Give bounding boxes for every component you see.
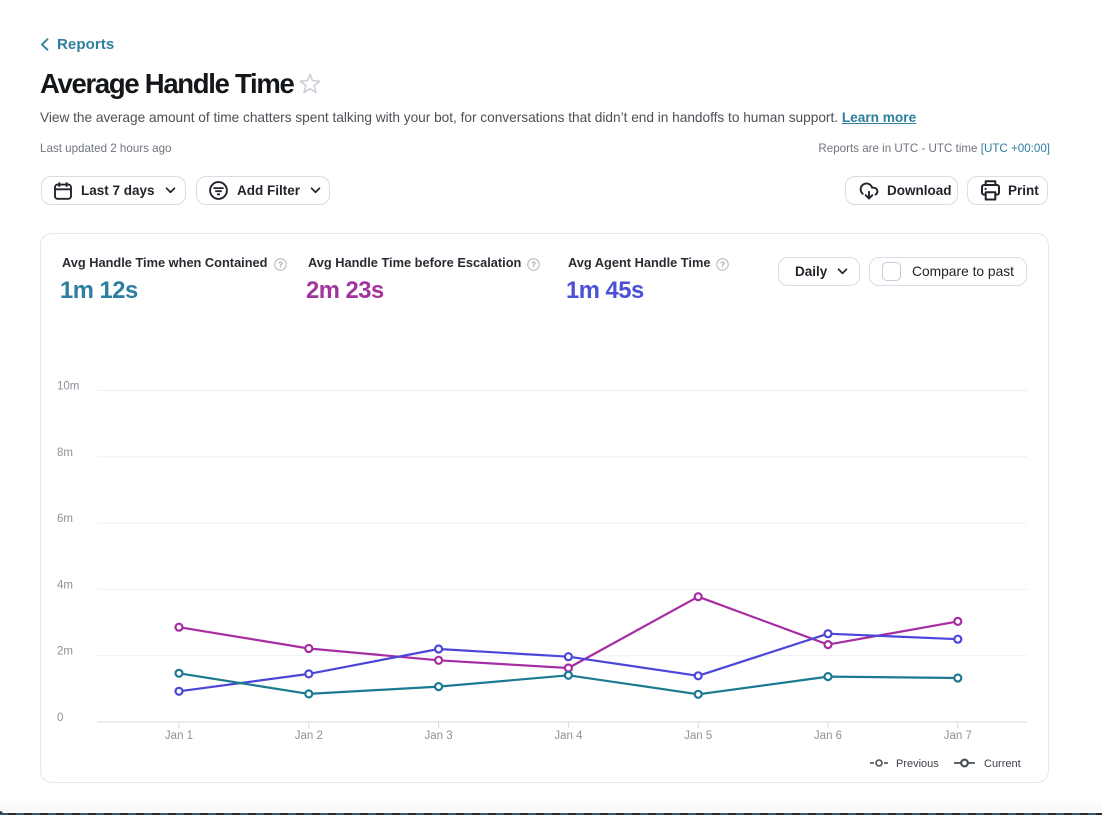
- svg-text:?: ?: [721, 260, 726, 269]
- svg-text:Jan 5: Jan 5: [684, 730, 712, 742]
- svg-text:Previous: Previous: [896, 758, 939, 770]
- svg-text:?: ?: [278, 260, 283, 269]
- svg-text:Jan 3: Jan 3: [425, 730, 453, 742]
- svg-text:8m: 8m: [57, 447, 73, 459]
- svg-text:Jan 4: Jan 4: [554, 730, 583, 742]
- svg-text:Jan 2: Jan 2: [295, 730, 323, 742]
- svg-text:Jan 7: Jan 7: [944, 730, 972, 742]
- svg-text:Jan 1: Jan 1: [165, 730, 193, 742]
- svg-text:6m: 6m: [57, 513, 73, 525]
- svg-text:10m: 10m: [57, 381, 79, 393]
- svg-text:4m: 4m: [57, 579, 73, 591]
- svg-text:0: 0: [57, 712, 63, 724]
- svg-text:Jan 6: Jan 6: [814, 730, 842, 742]
- svg-text:2m: 2m: [57, 646, 73, 658]
- svg-text:?: ?: [531, 260, 536, 269]
- svg-text:Current: Current: [984, 758, 1021, 770]
